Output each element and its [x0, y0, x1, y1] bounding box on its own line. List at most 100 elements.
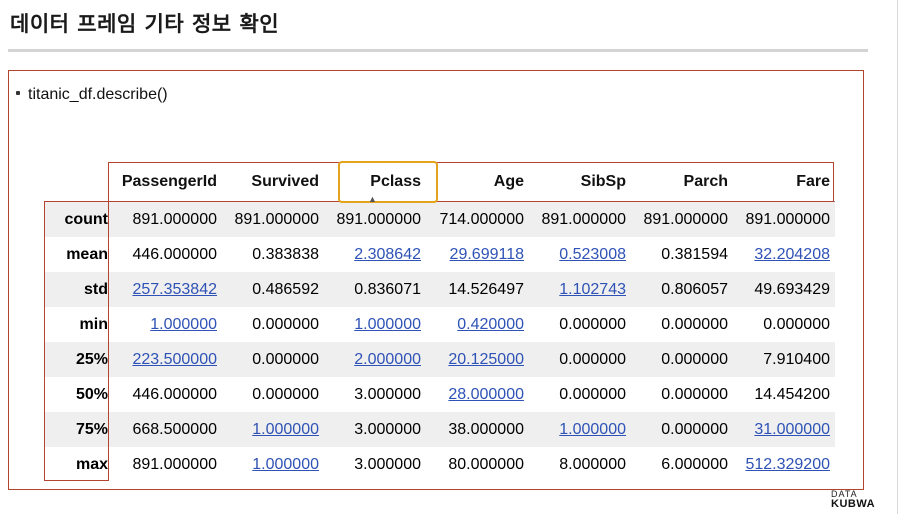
table-cell: 0.000000 — [631, 342, 733, 377]
cell-link[interactable]: 32.204208 — [754, 245, 830, 263]
table-cell: 6.000000 — [661, 455, 728, 473]
table-cell: 31.000000 — [733, 412, 835, 447]
cell-link[interactable]: 20.125000 — [448, 350, 524, 368]
cell-link[interactable]: 1.000000 — [252, 420, 319, 438]
table-cell: 14.526497 — [426, 272, 529, 307]
table-cell: 0.523008 — [529, 237, 631, 272]
table-cell: 0.420000 — [426, 307, 529, 342]
title-divider — [8, 49, 868, 52]
cell-link[interactable]: 223.500000 — [132, 350, 217, 368]
table-cell: 0.000000 — [763, 315, 830, 333]
table-cell: 3.000000 — [354, 455, 421, 473]
table-cell: 714.000000 — [426, 201, 529, 237]
table-cell: 0.000000 — [252, 315, 319, 333]
bullet-icon — [16, 91, 20, 96]
cell-link[interactable]: 257.353842 — [132, 280, 217, 298]
column-header: SibSp — [529, 162, 631, 202]
table-cell: 891.000000 — [733, 201, 835, 237]
table-cell: 80.000000 — [448, 455, 524, 473]
table-cell: 446.000000 — [132, 245, 217, 263]
table-cell: 0.000000 — [559, 385, 626, 403]
table-cell: 20.125000 — [426, 342, 529, 377]
table-cell: 2.308642 — [324, 237, 426, 272]
table-cell: 14.454200 — [754, 385, 830, 403]
logo-top-text: DATA — [831, 489, 858, 499]
logo-bottom-text: KUBWA — [831, 498, 876, 510]
table-cell: 0.000000 — [631, 412, 733, 447]
table-row: count 891.000000 891.000000 891.000000 714.0… — [44, 201, 835, 237]
table-cell: 29.699118 — [426, 237, 529, 272]
row-index-label: max — [75, 455, 108, 473]
table-cell: 0.383838 — [252, 245, 319, 263]
column-header: Age — [426, 162, 529, 202]
row-index-label: std — [44, 272, 119, 307]
table-cell: 1.000000 — [222, 412, 324, 447]
table-cell: 257.353842 — [119, 272, 222, 307]
content-frame — [8, 70, 864, 490]
table-cell: 1.000000 — [529, 412, 631, 447]
table-cell: 891.000000 — [529, 201, 631, 237]
cell-link[interactable]: 2.308642 — [354, 245, 421, 263]
cell-link[interactable]: 1.102743 — [559, 280, 626, 298]
table-cell: 891.000000 — [631, 201, 733, 237]
row-index-label: count — [44, 201, 119, 237]
table-cell: 3.000000 — [324, 412, 426, 447]
table-cell: 0.000000 — [222, 342, 324, 377]
column-header: Pclass — [324, 162, 426, 202]
table-cell: 446.000000 — [132, 385, 217, 403]
mouse-pointer-icon: ▲ — [368, 194, 377, 204]
table-cell: 1.000000 — [324, 307, 426, 342]
cell-link[interactable]: 29.699118 — [449, 245, 524, 263]
code-text: titanic_df.describe() — [28, 86, 168, 103]
table-cell: 223.500000 — [119, 342, 222, 377]
table-cell: 8.000000 — [559, 455, 626, 473]
cell-link[interactable]: 512.329200 — [745, 455, 830, 473]
table-cell: 0.000000 — [661, 315, 728, 333]
table-cell: 49.693429 — [733, 272, 835, 307]
table-row: min 1.000000 0.000000 1.000000 0.420000 0.000… — [44, 307, 835, 342]
table-cell: 0.000000 — [661, 385, 728, 403]
table-row: max 891.000000 1.000000 3.000000 80.000000 8.… — [44, 447, 835, 482]
right-edge-divider — [897, 0, 898, 514]
row-index-label: 50% — [75, 385, 108, 403]
table-cell: 0.806057 — [631, 272, 733, 307]
column-header: Survived — [222, 162, 324, 202]
cell-link[interactable]: 0.523008 — [559, 245, 626, 263]
cell-link[interactable]: 1.000000 — [354, 315, 421, 333]
table-row: 50% 446.000000 0.000000 3.000000 28.000000 0.… — [44, 377, 835, 412]
row-index-label: min — [79, 315, 108, 333]
cell-link[interactable]: 0.420000 — [457, 315, 524, 333]
table-cell: 0.000000 — [559, 315, 626, 333]
row-index-label: mean — [66, 245, 108, 263]
table-header-row: PassengerId Survived Pclass Age SibSp Pa… — [44, 162, 835, 202]
table-cell: 32.204208 — [733, 237, 835, 272]
cell-link[interactable]: 1.000000 — [252, 455, 319, 473]
table-cell: 0.000000 — [252, 385, 319, 403]
row-index-label: 75% — [44, 412, 119, 447]
table-cell: 38.000000 — [426, 412, 529, 447]
table-row: 75% 668.500000 1.000000 3.000000 38.000000 1.… — [44, 412, 835, 447]
table-cell: 891.000000 — [119, 201, 222, 237]
column-header: PassengerId — [119, 162, 222, 202]
table-cell: 28.000000 — [426, 377, 529, 412]
table-row: mean 446.000000 0.383838 2.308642 29.699118 0… — [44, 237, 835, 272]
cell-link[interactable]: 31.000000 — [754, 420, 830, 438]
table-cell: 0.381594 — [661, 245, 728, 263]
table-cell: 3.000000 — [354, 385, 421, 403]
page-title: 데이터 프레임 기타 정보 확인 — [10, 12, 280, 36]
table-cell: 1.102743 — [529, 272, 631, 307]
cell-link[interactable]: 1.000000 — [559, 420, 626, 438]
table-row: std 257.353842 0.486592 0.836071 14.526497 1.… — [44, 272, 835, 307]
cell-link[interactable]: 2.000000 — [354, 350, 421, 368]
table-cell: 1.000000 — [222, 447, 324, 482]
table-cell: 891.000000 — [222, 201, 324, 237]
table-row: 25% 223.500000 0.000000 2.000000 20.125000 0.… — [44, 342, 835, 377]
cell-link[interactable]: 28.000000 — [448, 385, 524, 403]
table-cell: 0.486592 — [222, 272, 324, 307]
table-cell: 2.000000 — [324, 342, 426, 377]
table-cell: 512.329200 — [733, 447, 835, 482]
column-header: Fare — [733, 162, 835, 202]
describe-table: PassengerId Survived Pclass Age SibSp Pa… — [44, 162, 835, 482]
cell-link[interactable]: 1.000000 — [150, 315, 217, 333]
brand-logo: DATA KUBWA — [831, 490, 875, 510]
